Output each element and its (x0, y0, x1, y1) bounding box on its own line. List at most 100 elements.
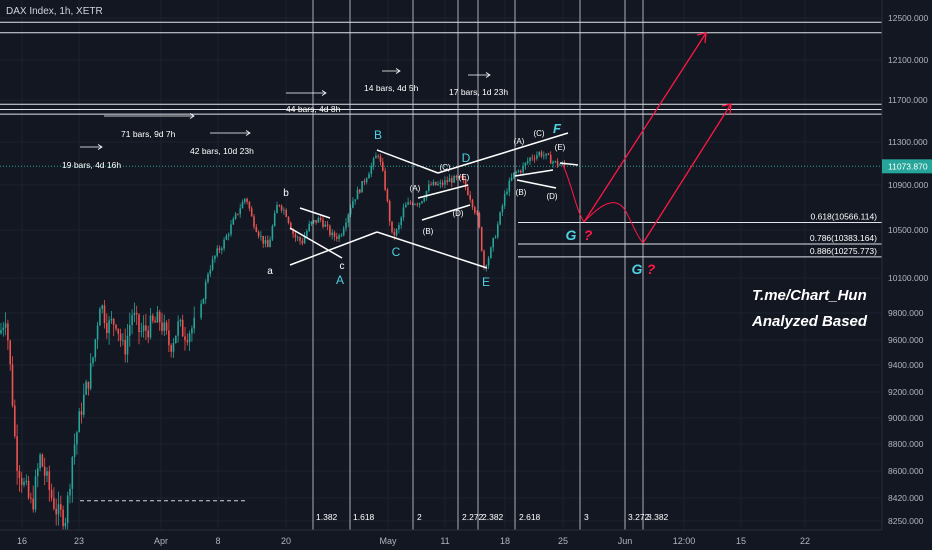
candle-body (30, 497, 32, 499)
candle-body (453, 175, 455, 183)
sub-wave-label: (A) (514, 137, 525, 146)
sub-wave-label: (B) (516, 188, 527, 197)
bar-count-arrowhead (245, 130, 251, 136)
wave-label: B (374, 128, 382, 142)
price-tick-label: 9200.000 (888, 387, 924, 397)
candle-body (372, 158, 375, 166)
fib-time-label: 2.272 (462, 512, 484, 522)
candle-body (428, 184, 430, 191)
sub-wave-label: (D) (546, 192, 557, 201)
candle-body (108, 320, 110, 334)
candle-body (161, 322, 163, 331)
price-tick-label: 10100.000 (888, 273, 928, 283)
candle-body (142, 325, 145, 332)
candle-body (402, 207, 405, 218)
candle-body (188, 333, 191, 343)
candle-body (501, 205, 504, 213)
price-tick-label: 8600.000 (888, 466, 924, 476)
candle-body (165, 322, 168, 331)
candle-body (462, 177, 465, 180)
wave-label: D (462, 151, 471, 165)
candle-body (37, 468, 39, 477)
candle-body (230, 224, 232, 235)
candle-body (296, 237, 299, 239)
candle-body (43, 466, 46, 476)
price-tick-label: 12100.000 (888, 55, 928, 65)
price-tick-label: 10500.000 (888, 225, 928, 235)
candles (0, 150, 566, 536)
candle-body (181, 319, 184, 337)
time-tick-label: May (379, 536, 397, 546)
candle-body (446, 180, 448, 182)
candle-body (115, 324, 117, 329)
candle-body (73, 444, 76, 458)
candle-body (317, 217, 320, 223)
candle-body (99, 308, 101, 326)
candle-body (269, 239, 271, 248)
candle-body (7, 323, 9, 341)
candle-body (204, 282, 207, 300)
grid-lines (0, 0, 882, 530)
candle-body (326, 224, 329, 226)
candle-body (149, 315, 152, 338)
price-tick-label: 11300.000 (888, 137, 928, 147)
candle-body (469, 195, 471, 200)
candle-body (101, 305, 103, 309)
price-tick-label: 8800.000 (888, 439, 924, 449)
price-axis[interactable]: 12500.000 12100.000 11700.000 11300.000 1090… (881, 0, 932, 550)
candle-body (76, 432, 78, 445)
candle-body (375, 155, 377, 159)
candle-body (492, 238, 494, 248)
price-tick-label: 8420.000 (888, 493, 924, 503)
candle-body (257, 231, 260, 237)
candle-body (221, 248, 223, 251)
pattern-line (516, 179, 557, 189)
candle-body (395, 229, 398, 236)
candle-body (2, 327, 5, 331)
fib-time-label: 3.382 (647, 512, 669, 522)
bar-count-arrowhead (395, 68, 401, 74)
candle-body (50, 490, 53, 498)
candle-body (531, 157, 534, 159)
candle-body (191, 328, 193, 334)
candle-body (55, 508, 57, 515)
candle-body (365, 178, 368, 183)
candle-body (533, 158, 536, 160)
candle-body (554, 161, 557, 162)
candle-body (216, 248, 218, 256)
candle-body (552, 161, 554, 164)
candle-body (163, 322, 166, 331)
time-axis[interactable]: 16 23 Apr 8 20 May 11 18 25 Jun 12:00 15 22 (0, 529, 932, 550)
candle-body (388, 200, 391, 222)
candle-body (441, 182, 444, 185)
candle-body (529, 157, 531, 162)
candle-body (549, 154, 552, 164)
candle-body (175, 335, 177, 344)
candle-body (227, 234, 230, 236)
candle-body (80, 411, 83, 415)
candle-body (324, 224, 327, 227)
candle-body (407, 202, 409, 205)
fib-time-label: 3 (584, 512, 589, 522)
annotations: 19 bars, 4d 16h 71 bars, 9d 7h 42 bars, 10… (62, 68, 656, 289)
sub-wave-label: (D) (452, 209, 463, 218)
candle-body (464, 179, 467, 188)
candle-body (46, 471, 48, 476)
candle-body (545, 153, 547, 156)
price-tick-label: 12500.000 (888, 13, 928, 23)
candle-body (112, 318, 115, 325)
candle-body (255, 226, 258, 232)
candle-body (299, 237, 301, 241)
candle-body (232, 218, 235, 225)
candle-body (386, 189, 389, 201)
candle-body (87, 381, 90, 389)
candle-body (124, 340, 126, 355)
bar-count-label: 19 bars, 4d 16h (62, 160, 121, 170)
bar-count-label: 71 bars, 9d 7h (121, 129, 176, 139)
candle-body (510, 177, 513, 181)
candle-body (20, 477, 23, 485)
candle-body (487, 258, 490, 266)
candle-body (313, 220, 315, 222)
candle-body (207, 273, 209, 283)
